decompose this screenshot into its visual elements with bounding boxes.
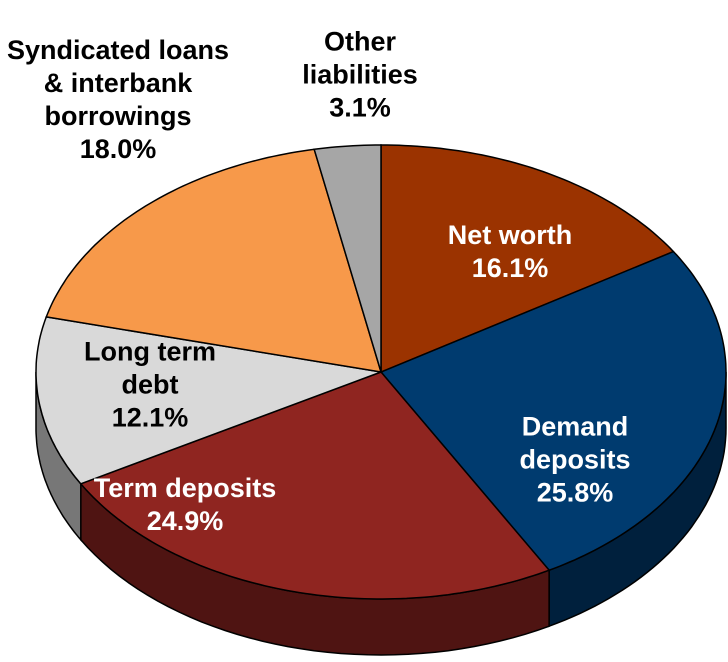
slice <box>35 316 384 485</box>
slice-name: Syndicated loans & interbank borrowings <box>6 35 230 131</box>
slice-label: Other liabilities 3.1% <box>265 26 455 125</box>
slice-name: Other liabilities <box>302 26 418 90</box>
slice-value: 24.9% <box>146 506 224 536</box>
slice-label: Long term debt 12.1% <box>55 336 245 435</box>
slice-value: 18.0% <box>79 134 157 164</box>
slice-value: 3.1% <box>329 92 391 123</box>
slice-name: Long term debt <box>84 336 216 400</box>
slice <box>380 144 675 374</box>
slice-label: Term deposits 24.9% <box>35 472 335 538</box>
slice-value: 12.1% <box>111 402 189 433</box>
slice-name: Demand deposits <box>519 411 631 475</box>
slice-label: Demand deposits 25.8% <box>475 411 675 510</box>
slice-name: Term deposits <box>93 473 277 503</box>
slice-value: 25.8% <box>536 477 614 508</box>
slice <box>379 250 727 572</box>
slice-label: Net worth 16.1% <box>400 219 620 285</box>
slice-name: Net worth <box>447 220 573 250</box>
slice <box>79 371 551 600</box>
slice-label: Syndicated loans & interbank borrowings 1… <box>3 34 233 166</box>
slice-value: 16.1% <box>471 253 549 283</box>
slice <box>45 148 383 373</box>
slice <box>313 144 382 373</box>
